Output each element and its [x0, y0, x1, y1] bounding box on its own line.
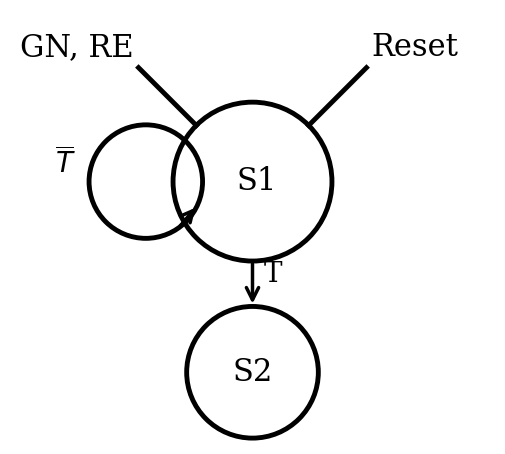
Text: Reset: Reset: [371, 32, 458, 63]
Text: S2: S2: [232, 357, 273, 388]
Text: S1: S1: [237, 166, 277, 197]
Text: $\overline{T}$: $\overline{T}$: [55, 148, 75, 179]
Text: GN, RE: GN, RE: [20, 32, 134, 63]
Text: T: T: [264, 261, 282, 288]
